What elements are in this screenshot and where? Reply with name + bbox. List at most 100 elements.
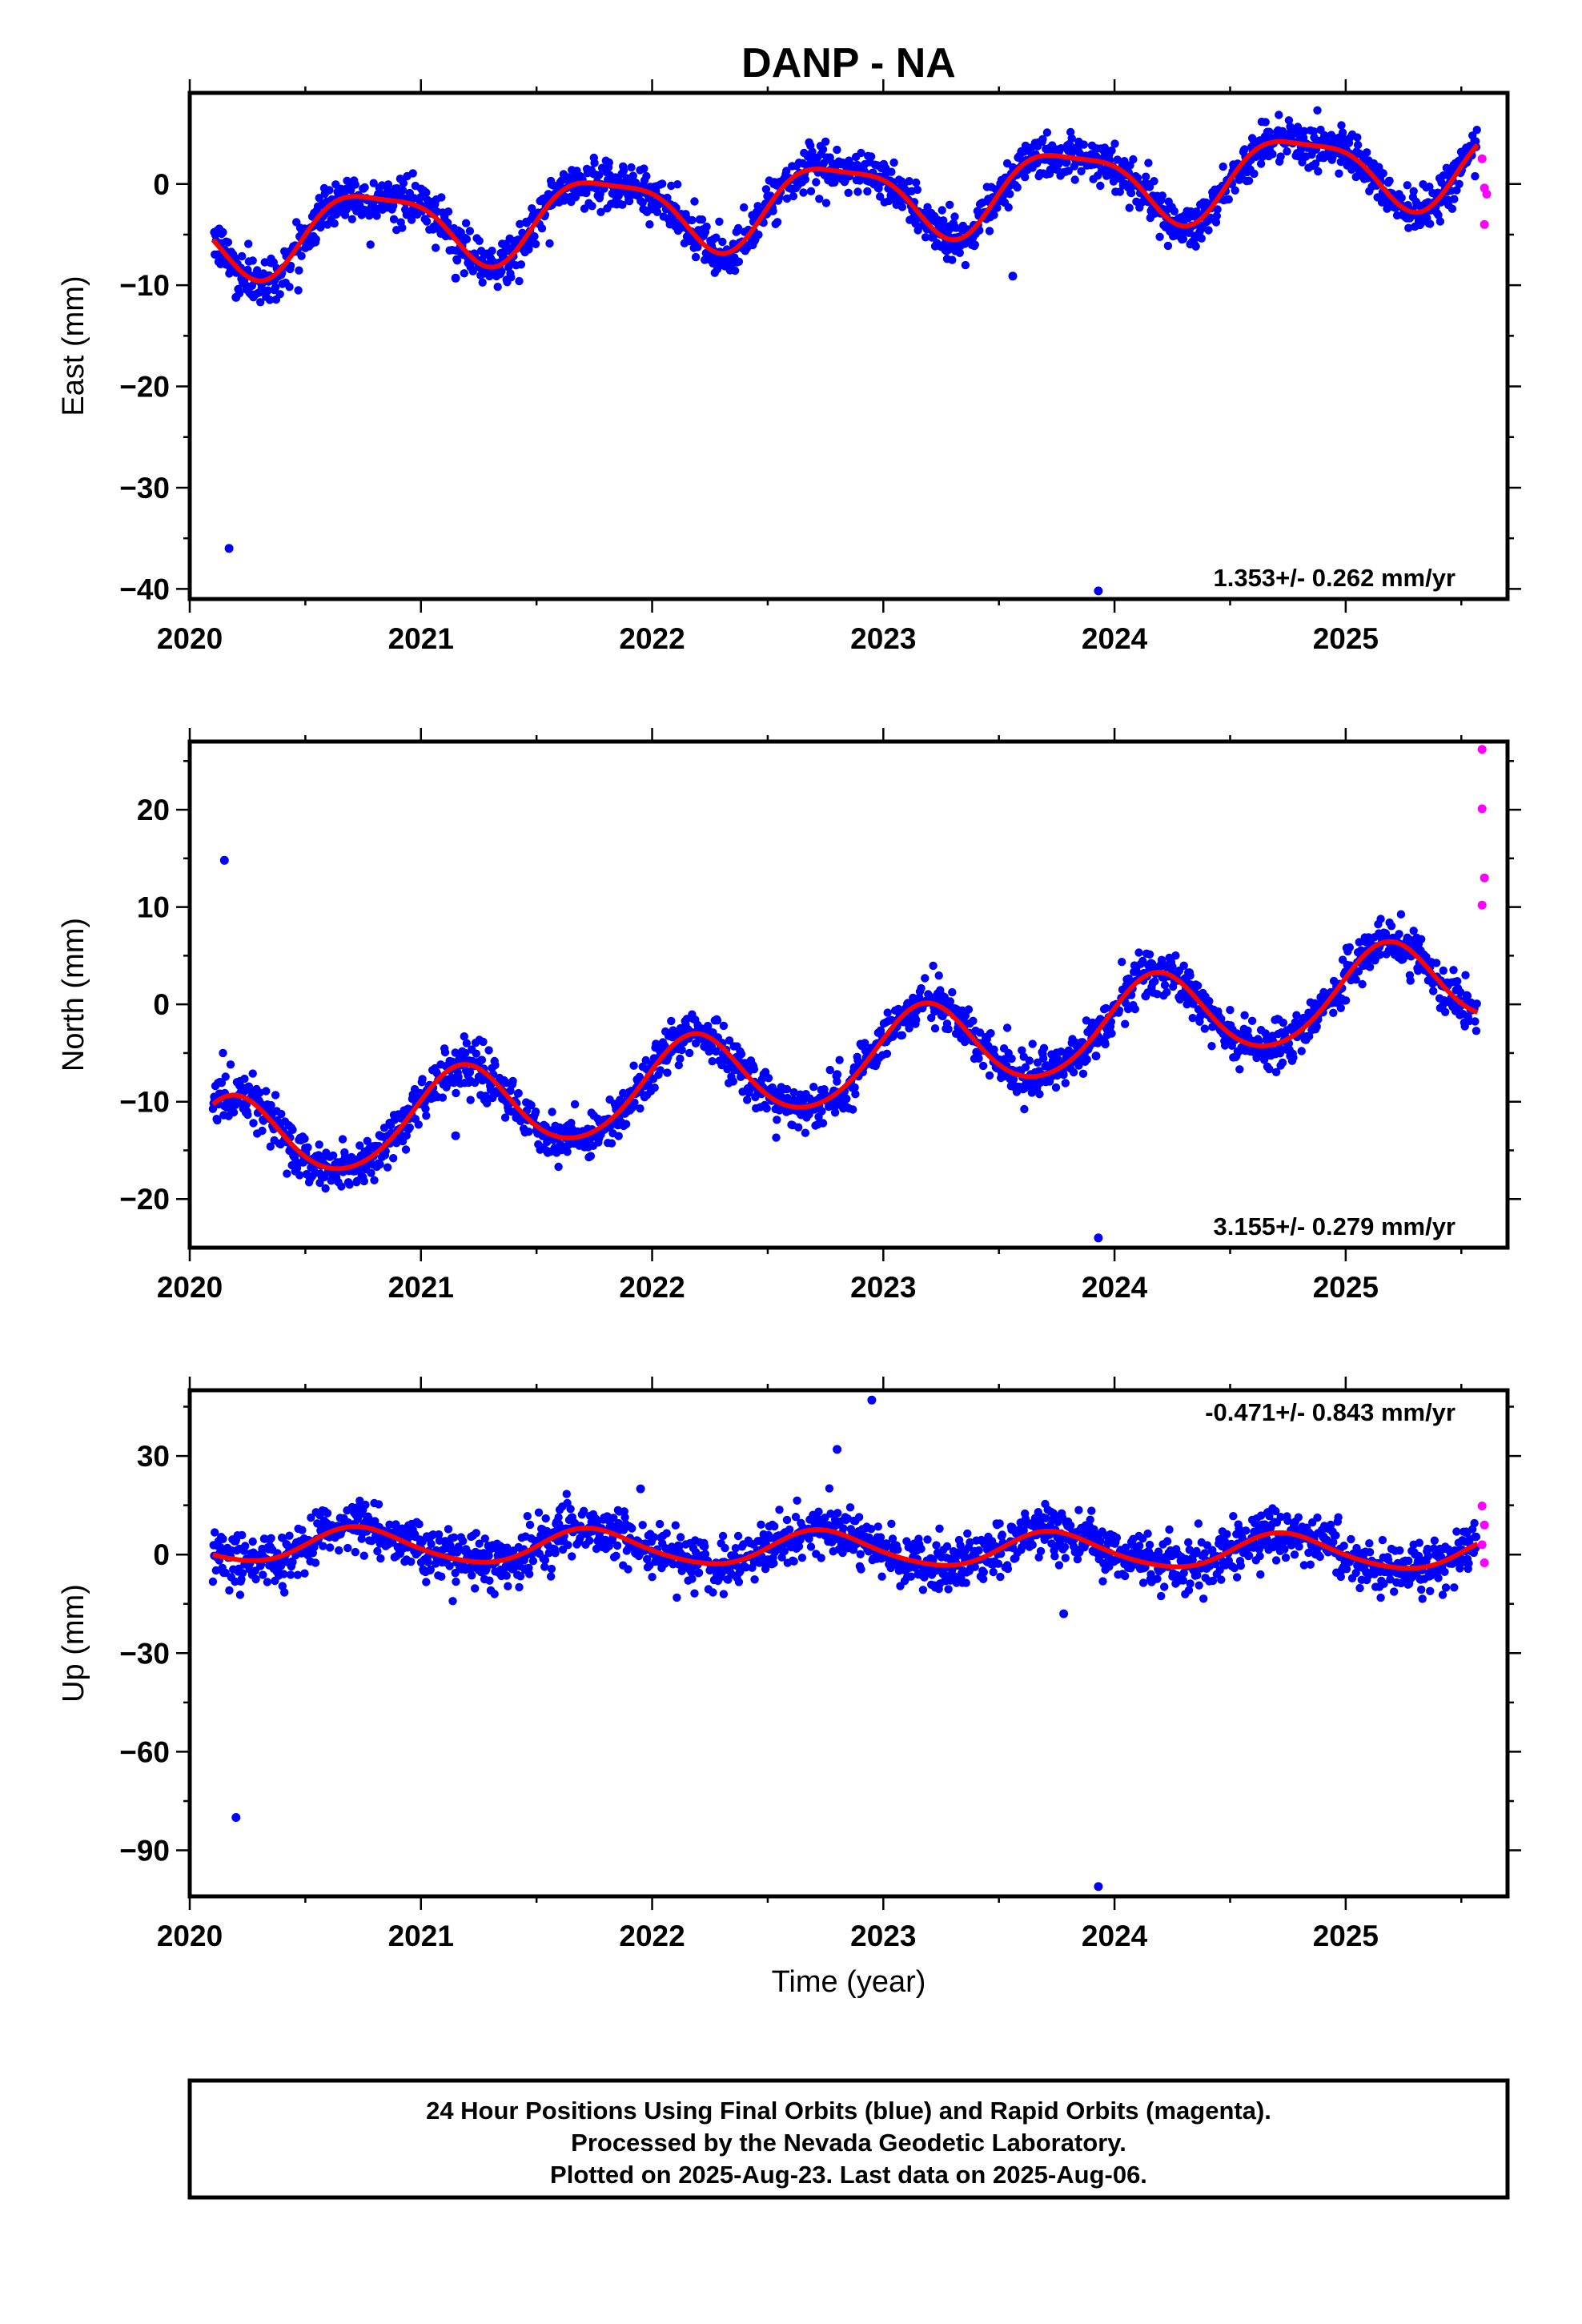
up-point <box>391 1520 400 1529</box>
east-point <box>789 191 798 201</box>
north-xtick-label: 2023 <box>850 1271 916 1304</box>
east-point <box>468 267 477 275</box>
up-point <box>793 1496 801 1506</box>
east-point <box>808 147 817 156</box>
up-point <box>566 1505 575 1514</box>
north-point <box>667 1016 676 1026</box>
north-point <box>1472 1027 1481 1035</box>
east-point <box>734 257 744 266</box>
east-point <box>697 215 707 224</box>
up-point <box>564 1541 572 1550</box>
up-point <box>547 1564 556 1574</box>
east-point <box>1100 143 1110 152</box>
up-point <box>280 1588 289 1597</box>
east-point <box>1067 134 1076 143</box>
east-point <box>688 215 697 225</box>
east-ytick-label: 0 <box>153 168 170 201</box>
north-point <box>985 1071 994 1080</box>
north-point <box>912 1015 921 1024</box>
north-point <box>466 1096 475 1104</box>
up-point <box>676 1533 685 1542</box>
east-model-line <box>211 139 1480 283</box>
north-point <box>1145 950 1154 959</box>
up-point <box>422 1578 431 1586</box>
north-point <box>1051 1083 1061 1092</box>
north-point <box>685 1048 694 1058</box>
north-point <box>809 1083 818 1092</box>
up-point <box>609 1514 618 1522</box>
up-point <box>970 1562 980 1571</box>
up-point <box>775 1506 784 1514</box>
east-point <box>761 185 771 194</box>
east-final-points <box>210 106 1481 596</box>
up-point <box>794 1542 804 1551</box>
east-point <box>1126 188 1136 198</box>
up-point <box>731 1544 741 1553</box>
east-point <box>360 183 369 192</box>
east-point <box>516 260 526 269</box>
up-point <box>580 1506 588 1516</box>
east-point <box>950 212 959 221</box>
north-point <box>1439 966 1448 975</box>
east-point <box>1265 127 1274 136</box>
north-point <box>990 1045 998 1054</box>
north-point <box>1235 1065 1244 1074</box>
up-point <box>485 1576 494 1585</box>
east-point <box>407 215 416 224</box>
east-point <box>294 286 303 295</box>
up-point <box>797 1554 807 1562</box>
up-point <box>701 1542 709 1551</box>
up-point <box>845 1503 855 1512</box>
east-point <box>1144 159 1153 167</box>
east-xtick-label: 2024 <box>1082 622 1148 655</box>
up-point <box>475 1539 484 1548</box>
up-point <box>454 1542 463 1551</box>
up-point <box>555 1520 564 1529</box>
east-point <box>1197 234 1207 243</box>
east-point <box>1275 111 1283 119</box>
east-point <box>1256 159 1266 168</box>
north-point <box>1345 943 1355 952</box>
east-point <box>1064 167 1074 175</box>
up-point <box>857 1565 865 1574</box>
up-point <box>671 1521 680 1530</box>
up-point <box>826 1510 835 1518</box>
north-point <box>921 974 930 983</box>
east-point <box>833 145 841 155</box>
north-ytick-label: 20 <box>137 794 170 826</box>
east-point <box>673 180 682 189</box>
north-point <box>1261 1029 1270 1038</box>
east-point <box>1054 159 1063 169</box>
north-point <box>1028 1039 1037 1048</box>
east-point <box>652 207 662 216</box>
east-point <box>1204 226 1213 235</box>
east-point <box>488 247 496 255</box>
up-point <box>444 1525 453 1534</box>
east-point <box>1383 204 1391 213</box>
east-point <box>618 200 627 209</box>
up-point <box>866 1525 876 1534</box>
north-point <box>483 1099 492 1108</box>
north-point <box>527 1100 536 1110</box>
east-point <box>1471 171 1480 181</box>
east-point <box>806 141 815 150</box>
up-point <box>719 1590 729 1598</box>
north-point <box>461 1048 470 1058</box>
north-point <box>1456 987 1465 997</box>
up-point <box>407 1557 416 1566</box>
east-point <box>715 217 724 226</box>
north-point <box>506 1086 515 1096</box>
up-point <box>278 1582 287 1590</box>
up-point <box>833 1509 842 1518</box>
east-point <box>830 178 839 187</box>
east-point <box>1145 183 1154 191</box>
up-point <box>688 1574 697 1583</box>
east-point <box>876 192 885 201</box>
north-point <box>607 1139 616 1148</box>
north-point <box>1292 1011 1301 1019</box>
north-point <box>321 1184 330 1193</box>
east-point <box>938 206 946 215</box>
east-point <box>1013 183 1022 192</box>
north-point <box>454 1072 463 1082</box>
north-point <box>833 1077 841 1086</box>
